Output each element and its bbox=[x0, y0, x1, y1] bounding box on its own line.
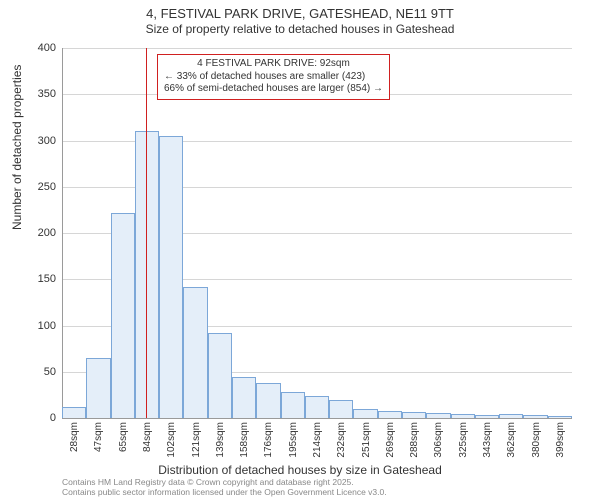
x-tick-label: 47sqm bbox=[93, 392, 104, 422]
footer-attribution: Contains HM Land Registry data © Crown c… bbox=[62, 478, 387, 498]
histogram-bar bbox=[111, 213, 135, 418]
y-tick-label: 50 bbox=[6, 366, 56, 378]
x-tick-label: 102sqm bbox=[166, 386, 177, 422]
x-tick-label: 195sqm bbox=[288, 386, 299, 422]
histogram-bar bbox=[159, 136, 183, 418]
x-tick-label: 251sqm bbox=[361, 386, 372, 422]
property-annotation: 4 FESTIVAL PARK DRIVE: 92sqm← 33% of det… bbox=[157, 54, 390, 100]
y-tick-label: 250 bbox=[6, 181, 56, 193]
y-axis-line bbox=[62, 48, 63, 418]
chart-title-block: 4, FESTIVAL PARK DRIVE, GATESHEAD, NE11 … bbox=[0, 0, 600, 37]
chart-title: 4, FESTIVAL PARK DRIVE, GATESHEAD, NE11 … bbox=[0, 6, 600, 22]
chart-subtitle: Size of property relative to detached ho… bbox=[0, 22, 600, 37]
plot-surface: 05010015020025030035040028sqm47sqm65sqm8… bbox=[62, 48, 572, 418]
y-tick-label: 100 bbox=[6, 320, 56, 332]
x-axis-title: Distribution of detached houses by size … bbox=[0, 463, 600, 477]
x-tick-label: 343sqm bbox=[482, 386, 493, 422]
x-tick-label: 288sqm bbox=[409, 386, 420, 422]
x-tick-label: 139sqm bbox=[215, 386, 226, 422]
x-tick-label: 399sqm bbox=[555, 386, 566, 422]
footer-line-2: Contains public sector information licen… bbox=[62, 488, 387, 498]
x-tick-label: 269sqm bbox=[385, 386, 396, 422]
x-tick-label: 28sqm bbox=[69, 392, 80, 422]
annotation-line: 66% of semi-detached houses are larger (… bbox=[164, 83, 383, 96]
x-tick-label: 65sqm bbox=[118, 392, 129, 422]
chart-plot-area: 05010015020025030035040028sqm47sqm65sqm8… bbox=[62, 48, 572, 418]
gridline bbox=[62, 48, 572, 49]
x-tick-label: 380sqm bbox=[531, 386, 542, 422]
x-tick-label: 158sqm bbox=[239, 386, 250, 422]
x-tick-label: 362sqm bbox=[506, 386, 517, 422]
x-tick-label: 325sqm bbox=[458, 386, 469, 422]
y-tick-label: 150 bbox=[6, 273, 56, 285]
histogram-bar bbox=[135, 131, 159, 418]
x-tick-label: 306sqm bbox=[433, 386, 444, 422]
x-tick-label: 121sqm bbox=[191, 386, 202, 422]
y-tick-label: 400 bbox=[6, 42, 56, 54]
y-tick-label: 350 bbox=[6, 88, 56, 100]
x-tick-label: 214sqm bbox=[312, 386, 323, 422]
x-tick-label: 84sqm bbox=[142, 392, 153, 422]
property-marker-line bbox=[146, 48, 147, 418]
annotation-line: ← 33% of detached houses are smaller (42… bbox=[164, 71, 383, 84]
x-tick-label: 176sqm bbox=[263, 386, 274, 422]
y-tick-label: 200 bbox=[6, 227, 56, 239]
annotation-line: 4 FESTIVAL PARK DRIVE: 92sqm bbox=[164, 58, 383, 71]
y-tick-label: 0 bbox=[6, 412, 56, 424]
x-tick-label: 232sqm bbox=[336, 386, 347, 422]
y-tick-label: 300 bbox=[6, 135, 56, 147]
